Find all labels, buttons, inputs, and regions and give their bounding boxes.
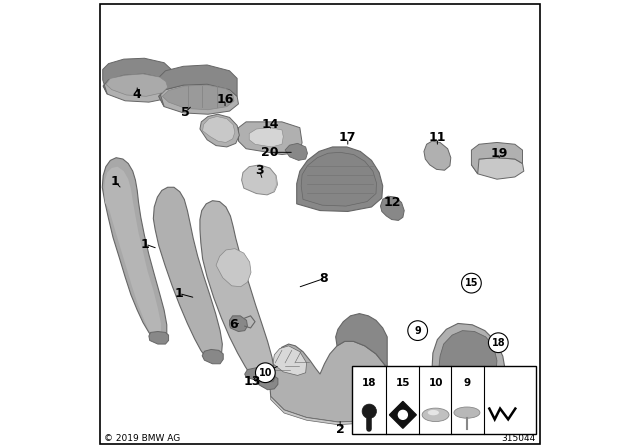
Circle shape — [488, 333, 508, 353]
Polygon shape — [297, 147, 383, 211]
Polygon shape — [104, 167, 161, 338]
Text: 1: 1 — [175, 287, 183, 300]
Polygon shape — [102, 58, 172, 94]
Text: 11: 11 — [429, 131, 446, 145]
Polygon shape — [158, 65, 237, 107]
Text: 18: 18 — [362, 378, 376, 388]
Text: 20: 20 — [261, 146, 278, 159]
Polygon shape — [432, 323, 506, 408]
Polygon shape — [241, 165, 277, 195]
Circle shape — [255, 363, 275, 383]
Polygon shape — [257, 374, 278, 390]
Text: 315044: 315044 — [502, 434, 536, 443]
Polygon shape — [103, 74, 173, 102]
Polygon shape — [436, 396, 476, 411]
Text: 10: 10 — [259, 368, 272, 378]
Circle shape — [461, 273, 481, 293]
Polygon shape — [273, 176, 277, 192]
Text: 5: 5 — [181, 105, 190, 119]
Polygon shape — [472, 158, 524, 179]
Circle shape — [398, 410, 408, 419]
Text: 2: 2 — [336, 422, 344, 436]
Polygon shape — [202, 349, 223, 364]
Polygon shape — [285, 143, 307, 160]
Text: 15: 15 — [396, 378, 410, 388]
Polygon shape — [424, 141, 451, 170]
Text: © 2019 BMW AG: © 2019 BMW AG — [104, 434, 180, 443]
Text: 1: 1 — [141, 237, 150, 251]
Polygon shape — [203, 116, 235, 142]
Text: 17: 17 — [339, 131, 356, 145]
Polygon shape — [389, 401, 417, 428]
Ellipse shape — [422, 408, 449, 422]
Polygon shape — [200, 114, 239, 147]
Polygon shape — [149, 332, 168, 344]
Polygon shape — [439, 331, 497, 391]
Text: 15: 15 — [465, 278, 478, 288]
Text: 9: 9 — [414, 326, 421, 336]
Text: 3: 3 — [255, 164, 264, 177]
Circle shape — [362, 404, 376, 418]
Polygon shape — [244, 367, 275, 382]
Text: 10: 10 — [428, 378, 443, 388]
Circle shape — [408, 321, 428, 340]
Polygon shape — [301, 152, 376, 206]
Polygon shape — [380, 196, 404, 220]
Text: 19: 19 — [490, 146, 508, 160]
Polygon shape — [335, 314, 387, 379]
Text: 1: 1 — [111, 175, 119, 188]
Text: 14: 14 — [261, 118, 278, 131]
Polygon shape — [159, 84, 239, 114]
Ellipse shape — [428, 410, 439, 415]
Polygon shape — [216, 249, 251, 287]
Text: 8: 8 — [319, 272, 328, 285]
Polygon shape — [239, 122, 302, 155]
Text: 6: 6 — [230, 318, 238, 332]
Ellipse shape — [454, 407, 480, 418]
Polygon shape — [249, 128, 284, 147]
Polygon shape — [230, 316, 248, 332]
Bar — [352, 366, 536, 434]
Polygon shape — [154, 187, 222, 362]
Polygon shape — [273, 346, 307, 375]
Text: 4: 4 — [133, 87, 141, 101]
Polygon shape — [163, 85, 234, 110]
Text: 9: 9 — [463, 378, 470, 388]
Polygon shape — [102, 158, 167, 343]
Text: 16: 16 — [216, 93, 234, 106]
Polygon shape — [106, 74, 168, 96]
Polygon shape — [270, 341, 392, 422]
Polygon shape — [200, 201, 275, 388]
Polygon shape — [472, 142, 522, 174]
Text: 12: 12 — [384, 196, 401, 209]
Text: 13: 13 — [243, 375, 260, 388]
Polygon shape — [271, 395, 392, 425]
Text: 7: 7 — [454, 393, 463, 406]
Text: 18: 18 — [492, 338, 505, 348]
